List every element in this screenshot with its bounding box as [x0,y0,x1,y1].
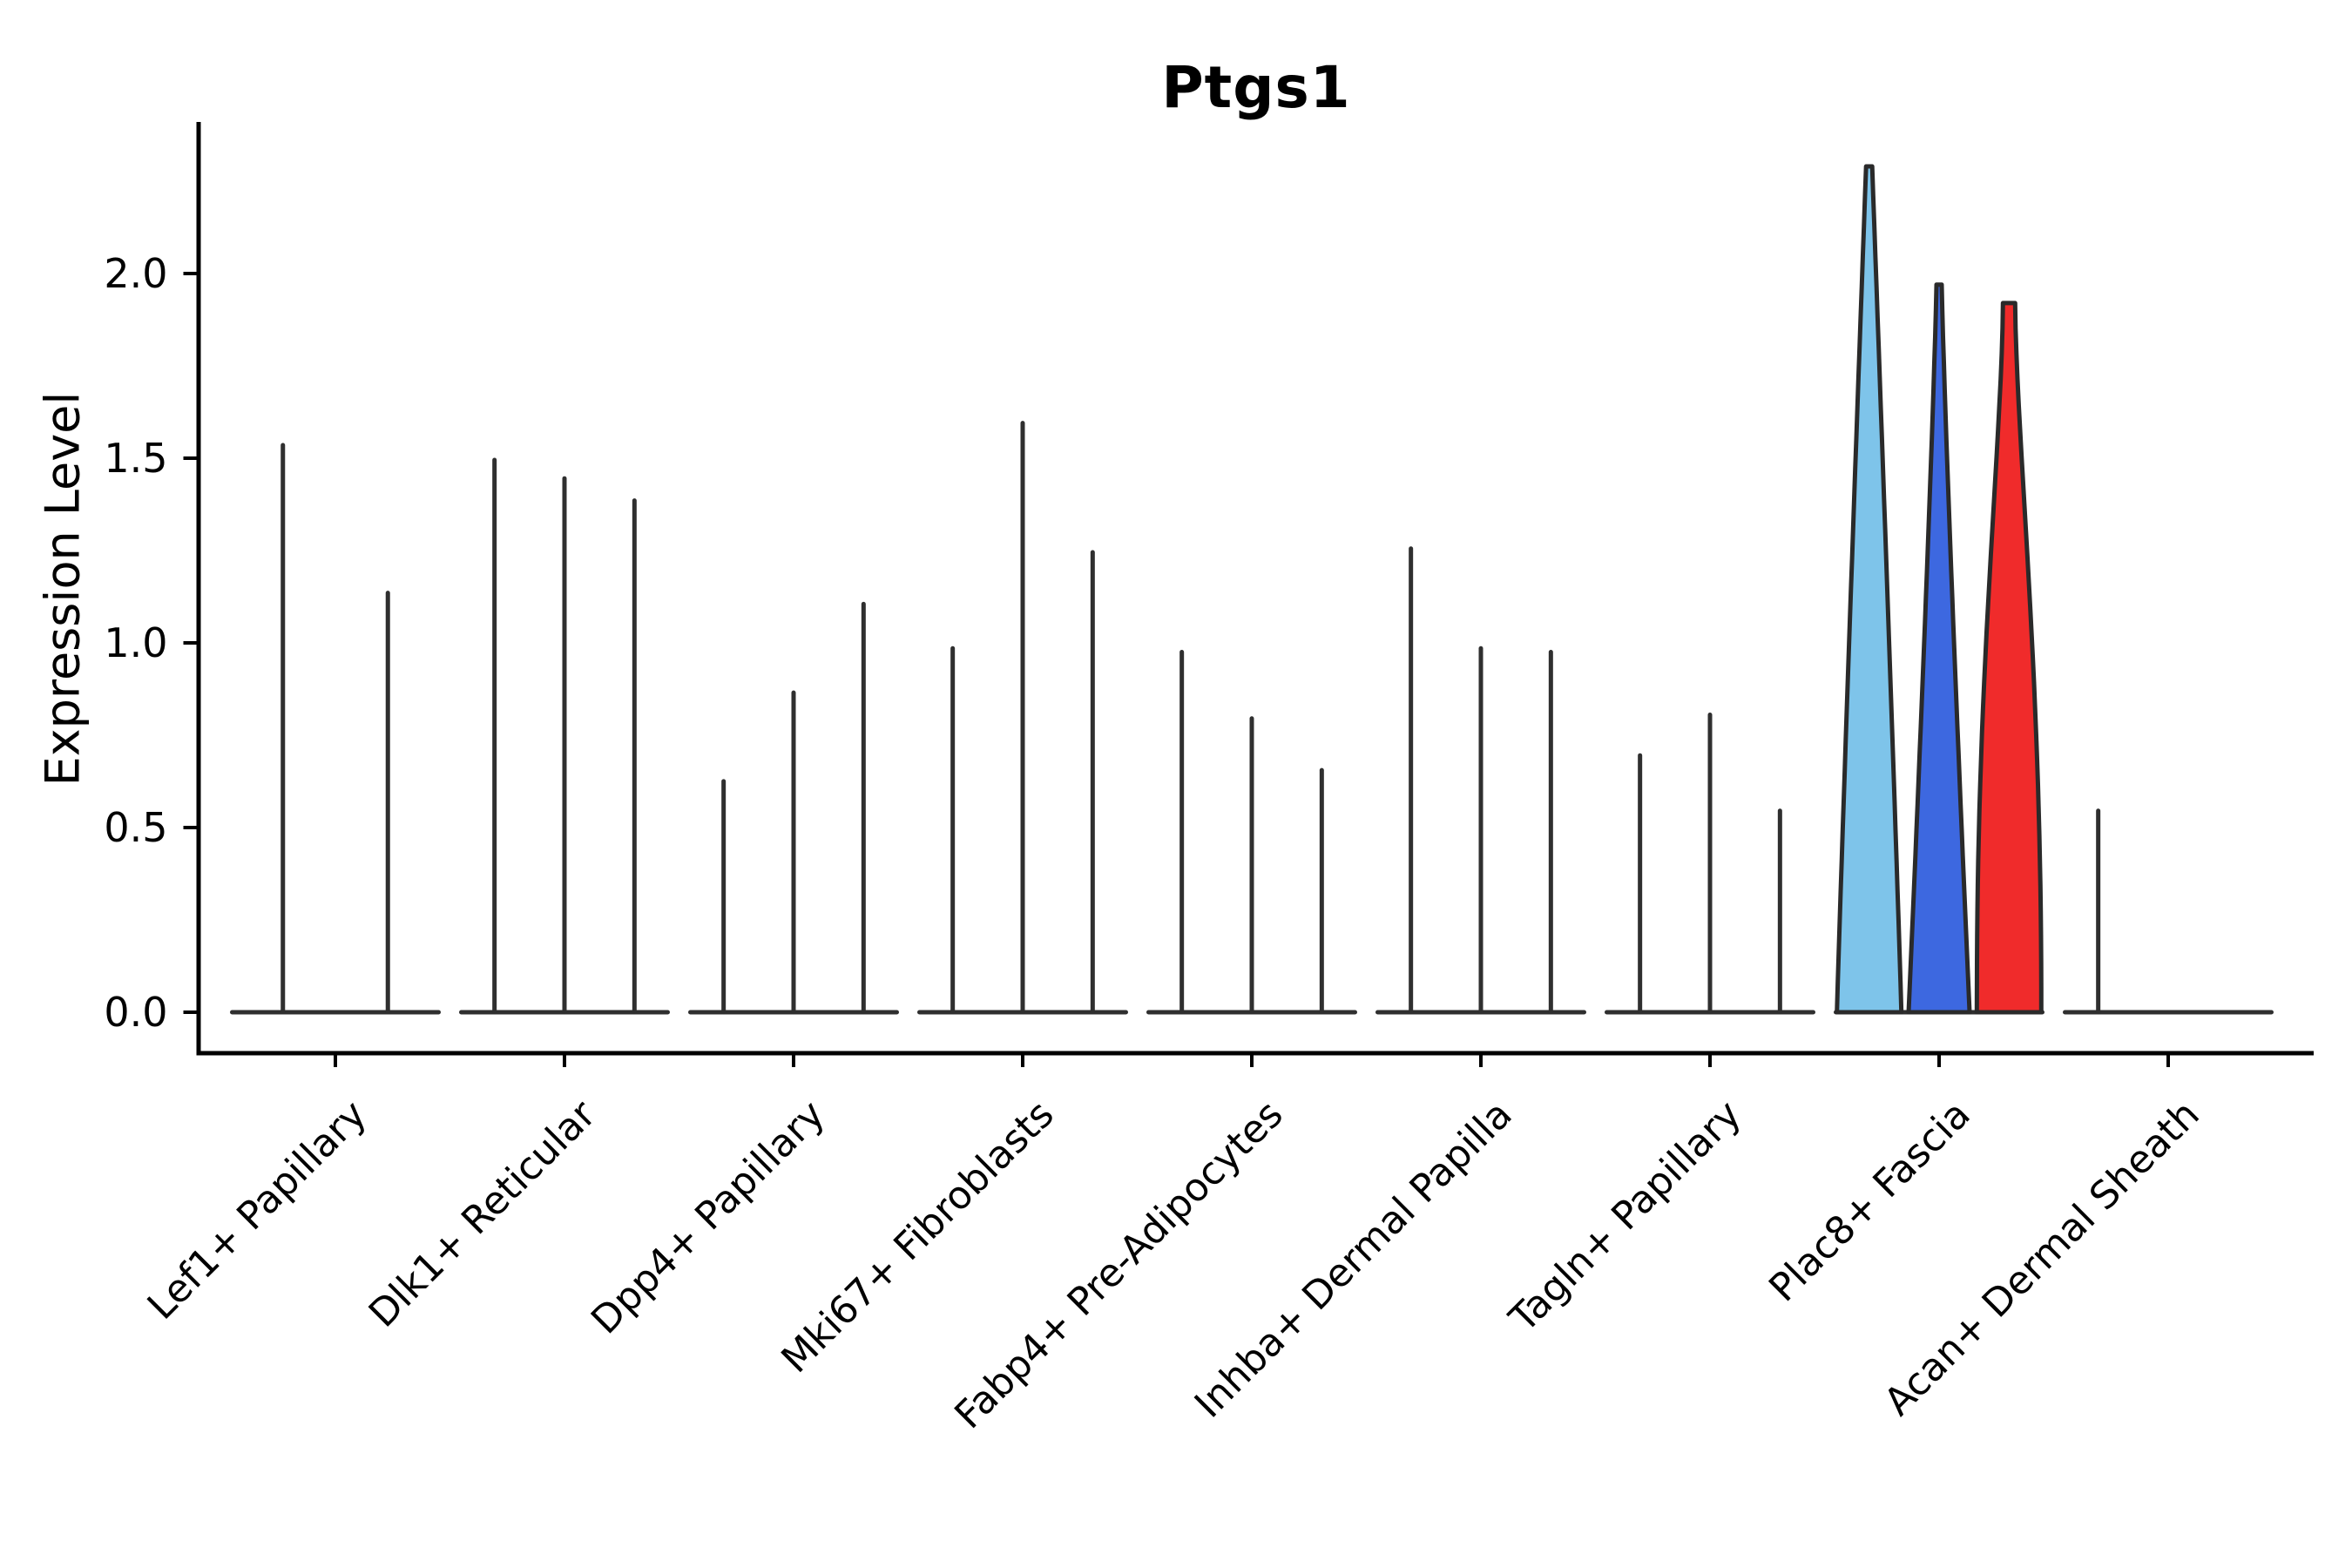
category-label: Dpp4+ Papillary [583,1092,834,1343]
violin-group-7: Tagln+ Papillary [1501,713,1815,1342]
filled-violin [1906,282,1972,1015]
filled-violin [1835,164,1904,1015]
y-tick-label: 0.5 [104,804,167,851]
y-tick-label: 2.0 [104,250,167,297]
violin-group-4: Mki67+ Fibroblasts [773,421,1128,1382]
y-tick-label: 0.0 [104,989,167,1036]
axes: 0.0 0.5 1.0 1.5 2.0 [104,122,2314,1056]
category-label: Dlk1+ Reticular [361,1092,605,1336]
y-tick-label: 1.5 [104,435,167,482]
y-tick-label: 1.0 [104,619,167,666]
violin-group-2: Dlk1+ Reticular [361,457,670,1336]
filled-violin [1974,301,2044,1015]
category-label: Lef1+ Papillary [139,1092,375,1328]
violin-group-3: Dpp4+ Papillary [583,601,899,1343]
violin-group-8: Plac8+ Fascia [1761,164,2044,1311]
violin-group-1: Lef1+ Papillary [139,443,441,1328]
chart-title: Ptgs1 [1161,54,1351,121]
category-label: Tagln+ Papillary [1501,1092,1750,1342]
category-label: Plac8+ Fascia [1761,1092,1979,1311]
